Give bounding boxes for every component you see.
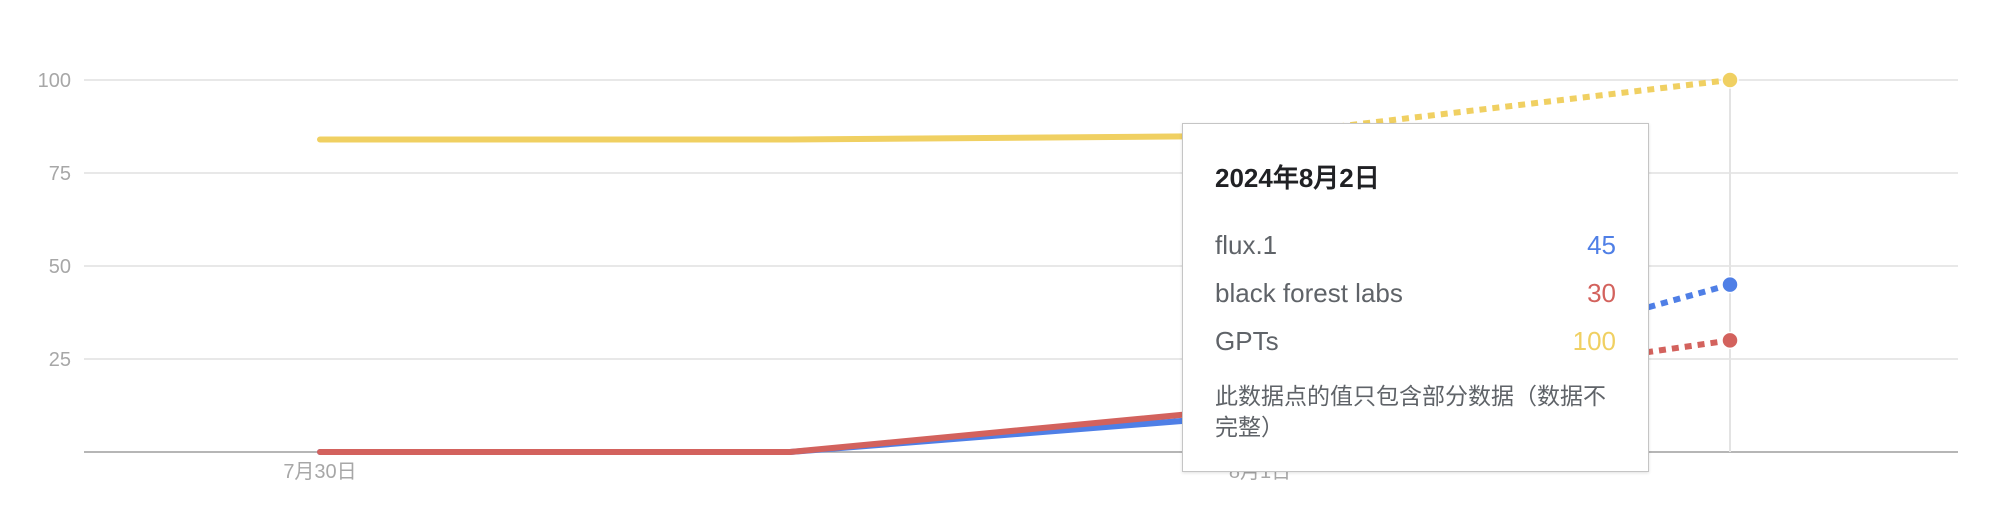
y-axis-ticks: 25 50 75 100 (38, 70, 71, 371)
data-point (1721, 331, 1739, 350)
x-axis-ticks: 7月30日 8月1日 (283, 461, 1291, 483)
data-point (1721, 275, 1739, 294)
tooltip-series-name: GPTs (1215, 325, 1279, 356)
series-line (317, 404, 1263, 455)
x-tick-label: 7月30日 (283, 461, 356, 483)
y-tick-label: 25 (49, 349, 71, 371)
tooltip-series-value: 30 (1587, 277, 1616, 308)
y-tick-label: 75 (49, 163, 71, 185)
tooltip-row-gpts: GPTs 100 (1215, 317, 1616, 365)
y-tick-label: 100 (38, 70, 71, 92)
tooltip-series-name: black forest labs (1215, 277, 1403, 308)
tooltip-row-flux: flux.1 45 (1215, 221, 1616, 269)
tooltip-partial-data-note: 此数据点的值只包含部分数据（数据不完整） (1215, 383, 1606, 440)
series-line (317, 132, 1263, 143)
tooltip-series-name: flux.1 (1215, 229, 1278, 260)
y-tick-label: 50 (49, 256, 71, 278)
tooltip-series-value: 45 (1587, 229, 1616, 260)
tooltip-row-bfl: black forest labs 30 (1215, 269, 1616, 317)
hover-points (1721, 71, 1739, 350)
tooltip-series-value: 100 (1572, 325, 1616, 356)
tooltip-date: 2024年8月2日 (1215, 163, 1380, 193)
data-point (1721, 71, 1739, 89)
hover-tooltip: 2024年8月2日 flux.1 45 black forest labs 30… (1182, 123, 1649, 472)
